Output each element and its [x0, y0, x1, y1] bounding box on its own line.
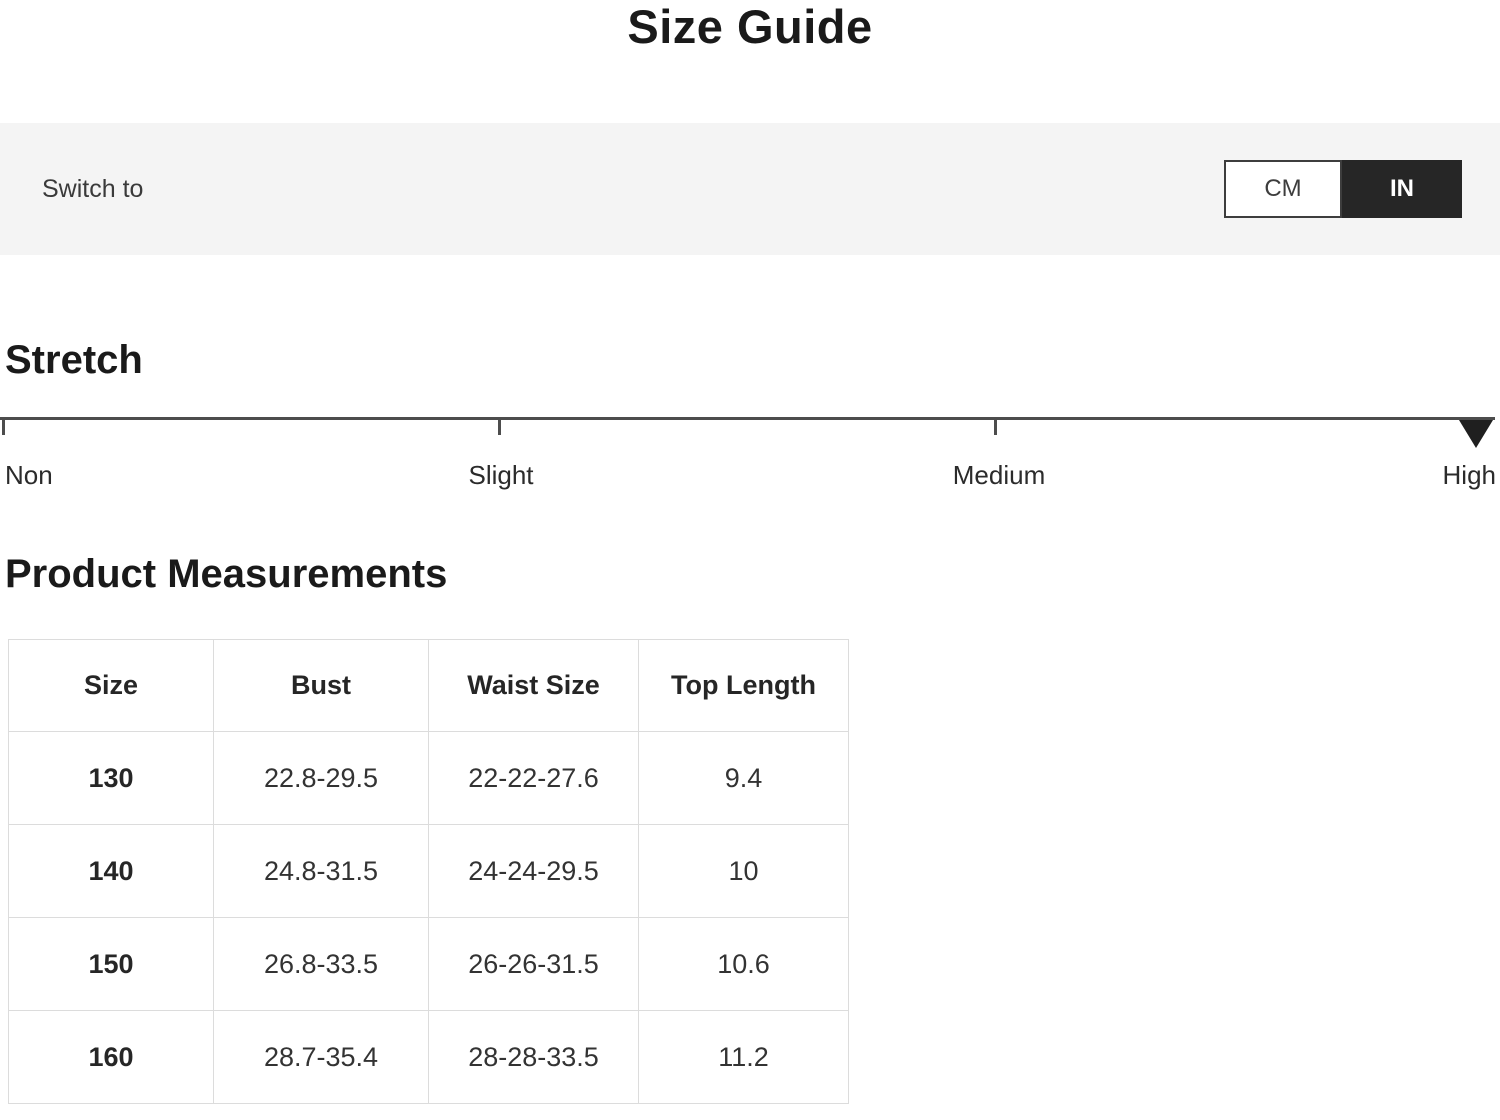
stretch-slider [0, 417, 1495, 448]
table-cell: 10 [638, 824, 849, 918]
table-cell: 140 [8, 824, 214, 918]
table-cell: 150 [8, 917, 214, 1011]
stretch-level-label: Medium [952, 460, 1046, 490]
stretch-level-label: Slight [468, 460, 534, 490]
table-cell: 24.8-31.5 [213, 824, 429, 918]
page-title: Size Guide [627, 0, 873, 53]
table-cell: 10.6 [638, 917, 849, 1011]
table-head: Size Bust Waist Size Top Length [8, 639, 849, 732]
table-cell: 22-22-27.6 [428, 731, 639, 825]
stretch-heading: Stretch [5, 338, 143, 382]
slider-tick [994, 420, 998, 435]
table-row: 140 24.8-31.5 24-24-29.5 10 [8, 824, 849, 918]
slider-tick [497, 420, 501, 435]
cm-button[interactable]: CM [1224, 160, 1342, 218]
slider-tick [2, 420, 5, 435]
table-header-cell: Size [8, 639, 214, 732]
switch-to-label: Switch to [42, 174, 144, 203]
table-row: 150 26.8-33.5 26-26-31.5 10.6 [8, 917, 849, 1011]
unit-switch-bar: Switch to CM IN [0, 123, 1500, 255]
unit-toggle: CM IN [1224, 160, 1462, 218]
table-header-cell: Waist Size [428, 639, 639, 732]
table-header-cell: Top Length [638, 639, 849, 732]
measurements-table: Size Bust Waist Size Top Length 130 22.8-29.… [8, 639, 849, 1104]
table-row: 160 28.7-35.4 28-28-33.5 11.2 [8, 1010, 849, 1104]
table-cell: 28-28-33.5 [428, 1010, 639, 1104]
measurements-heading: Product Measurements [5, 552, 448, 596]
table-header-row: Size Bust Waist Size Top Length [8, 639, 849, 732]
stretch-level-label: High [1442, 460, 1496, 490]
table-cell: 24-24-29.5 [428, 824, 639, 918]
table-cell: 26-26-31.5 [428, 917, 639, 1011]
table-cell: 9.4 [638, 731, 849, 825]
stretch-level-label: Non [5, 460, 53, 490]
slider-line [0, 417, 1495, 420]
table-header-cell: Bust [213, 639, 429, 732]
table-cell: 22.8-29.5 [213, 731, 429, 825]
table-cell: 130 [8, 731, 214, 825]
table-body: 130 22.8-29.5 22-22-27.6 9.4 140 24.8-31.5 24-… [8, 731, 849, 1104]
table-cell: 160 [8, 1010, 214, 1104]
table-cell: 26.8-33.5 [213, 917, 429, 1011]
stretch-labels: Non Slight Medium High [0, 460, 1500, 494]
table-row: 130 22.8-29.5 22-22-27.6 9.4 [8, 731, 849, 825]
triangle-down-marker-icon [1459, 420, 1493, 448]
table-cell: 11.2 [638, 1010, 849, 1104]
in-button[interactable]: IN [1342, 160, 1462, 218]
table-cell: 28.7-35.4 [213, 1010, 429, 1104]
